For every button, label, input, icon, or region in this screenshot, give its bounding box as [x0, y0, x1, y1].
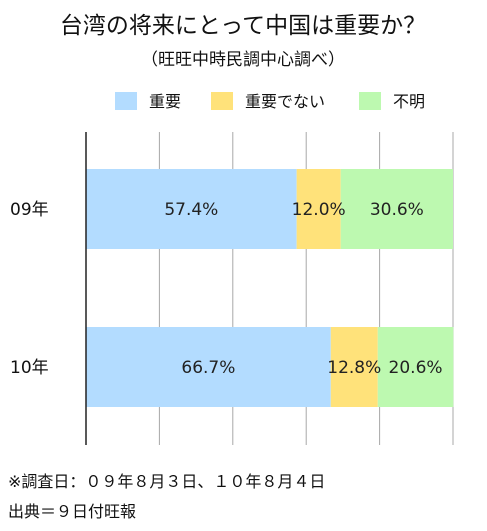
bar-segment: [330, 327, 378, 407]
chart-subtitle: （旺旺中時民調中心調べ）: [141, 50, 345, 70]
legend-swatch: [115, 92, 137, 110]
bar-segment: [86, 327, 331, 407]
data-label: 20.6%: [389, 358, 443, 378]
legend-swatch: [211, 92, 233, 110]
category-label: 09年: [10, 200, 49, 220]
data-label: 12.8%: [327, 358, 381, 378]
data-label: 57.4%: [164, 200, 218, 220]
survey-date-note: ※調査日：０９年８月３日、１０年８月４日: [8, 472, 325, 491]
bar-segment: [86, 169, 297, 249]
legend-label: 重要: [149, 92, 181, 111]
bar-segment: [377, 327, 454, 407]
bar-segment: [340, 169, 453, 249]
chart-title: 台湾の将来にとって中国は重要か？: [60, 13, 426, 39]
data-label: 12.0%: [292, 200, 346, 220]
data-label: 66.7%: [181, 358, 235, 378]
data-labels: 57.4% 12.0% 30.6% 66.7% 12.8% 20.6%: [164, 200, 442, 378]
legend: 重要 重要でない 不明: [115, 92, 425, 111]
bars: [86, 169, 454, 407]
category-labels: 09年 10年: [10, 200, 49, 378]
legend-label: 不明: [393, 92, 425, 111]
source-note: 出典＝９日付旺報: [8, 502, 136, 521]
legend-label: 重要でない: [245, 92, 325, 111]
category-label: 10年: [10, 358, 49, 378]
bar-segment: [296, 169, 341, 249]
data-label: 30.6%: [370, 200, 424, 220]
legend-swatch: [359, 92, 381, 110]
